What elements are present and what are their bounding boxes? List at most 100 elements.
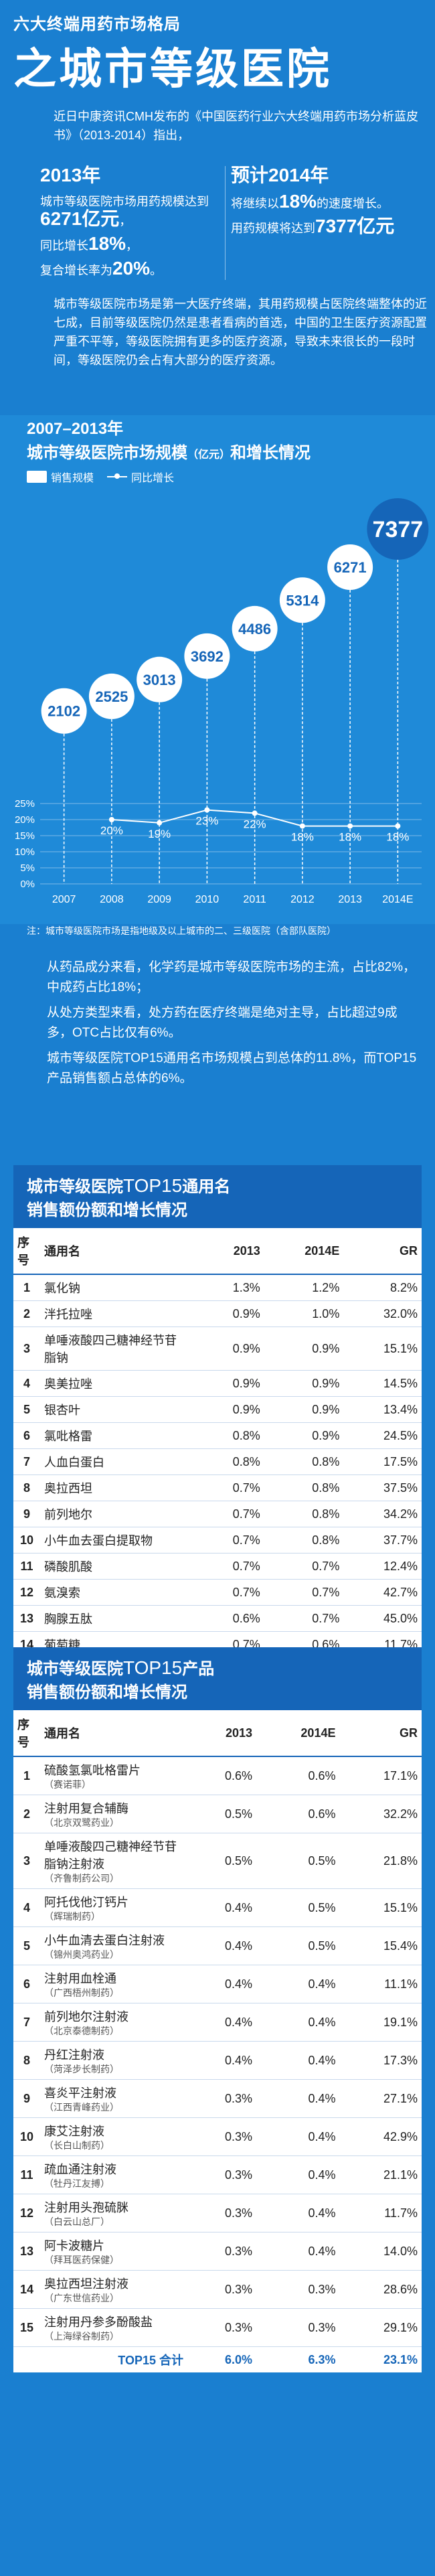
row-2014: 0.4% xyxy=(256,2232,340,2271)
total-gr: 23.1% xyxy=(383,2352,418,2366)
kp-2013-growth-value: 18% xyxy=(88,233,126,254)
table1-header-row: 序号 通用名 2013 2014E GR xyxy=(13,1228,422,1275)
row-gr: 21.1% xyxy=(339,2155,422,2194)
row-name-text: 胸腺五肽 xyxy=(44,1612,92,1626)
growth-point xyxy=(108,817,114,822)
row-manufacturer: （拜耳医药保健） xyxy=(44,2255,119,2265)
market-chart-section: 2007–2013年 城市等级医院市场规模（亿元）和增长情况 销售规模 同比增长… xyxy=(0,415,435,924)
row-rank: 2 xyxy=(13,1795,40,1833)
market-chart: 0% 5% 10% 15% 20% 25% 2102 2525 3013 3692 4486 5314… xyxy=(15,498,429,905)
row-rank: 13 xyxy=(13,1605,40,1632)
table-row: 11 疏血通注射液 （牡丹江友搏） 0.3% 0.4% 21.1% xyxy=(13,2155,422,2194)
table-row: 1 氯化钠 1.3% 1.2% 8.2% xyxy=(13,1274,422,1301)
table1-col-name: 通用名 xyxy=(40,1228,187,1275)
row-gr: 11.1% xyxy=(339,1965,422,2003)
row-name: 泮托拉唑 xyxy=(40,1300,187,1327)
row-manufacturer: （辉瑞制药） xyxy=(44,1911,100,1922)
row-name: 注射用头孢硫脒 （白云山总厂） xyxy=(40,2194,187,2232)
table-row: 3 单唾液酸四己糖神经节苷脂钠注射液 （齐鲁制药公司） 0.5% 0.5% 21.8% xyxy=(13,1833,422,1889)
row-name: 氨溴索 xyxy=(40,1579,187,1606)
row-gr: 42.7% xyxy=(343,1579,422,1606)
row-2013: 0.6% xyxy=(187,1756,257,1795)
table-row: 4 奥美拉唑 0.9% 0.9% 14.5% xyxy=(13,1370,422,1397)
row-2014: 1.0% xyxy=(264,1300,344,1327)
chart-period: 2007–2013年 xyxy=(27,420,124,438)
table1-col-gr: GR xyxy=(343,1228,422,1275)
row-rank: 1 xyxy=(13,1274,40,1301)
row-name-text: 泮托拉唑 xyxy=(44,1308,92,1321)
kp-2014-growth-value: 18% xyxy=(279,191,317,212)
table1-grid: 序号 通用名 2013 2014E GR 1 氯化钠 1.3% 1.2% 8.2% 2 泮托… xyxy=(13,1228,422,1710)
row-name: 奥拉西坦 xyxy=(40,1474,187,1501)
row-2013: 0.3% xyxy=(187,2270,257,2309)
row-name-text: 人血白蛋白 xyxy=(44,1456,104,1469)
kp-2014-growth-suffix: 的速度增长。 xyxy=(317,197,389,210)
bar-value-label: 3013 xyxy=(143,672,176,688)
chart-note: 注：城市等级医院市场是指地级及以上城市的二、三级医院（含部队医院） xyxy=(27,925,336,936)
kp-2013-cagr: 复合增长率为20%。 xyxy=(40,259,221,279)
bar-bubble xyxy=(88,673,135,719)
row-name: 奥美拉唑 xyxy=(40,1370,187,1397)
row-name-text: 氯化钠 xyxy=(44,1282,80,1295)
row-name: 注射用血栓通 （广西梧州制药） xyxy=(40,1965,187,2003)
table2-header-suffix: 产品 xyxy=(182,1660,215,1678)
row-gr: 21.8% xyxy=(339,1833,422,1889)
row-name: 小牛血去蛋白提取物 xyxy=(40,1527,187,1554)
y-tick-label: 25% xyxy=(15,798,35,810)
table1-header-suffix: 通用名 xyxy=(182,1178,231,1196)
row-2013: 0.9% xyxy=(187,1370,264,1397)
table-row: 9 喜炎平注射液 （江西青峰药业） 0.3% 0.4% 27.1% xyxy=(13,2079,422,2118)
kp-2014-growth: 将继续以18%的速度增长。 xyxy=(231,191,425,212)
row-2013: 0.8% xyxy=(187,1422,264,1449)
table1-col-2014: 2014E xyxy=(264,1228,344,1275)
row-2013: 0.3% xyxy=(187,2308,257,2347)
row-name-text: 前列地尔注射液 xyxy=(44,2010,128,2024)
table1-col-rank: 序号 xyxy=(13,1228,40,1275)
row-2013: 0.7% xyxy=(187,1579,264,1606)
row-gr: 14.0% xyxy=(339,2232,422,2271)
table-row: 8 丹红注射液 （菏泽步长制药） 0.4% 0.4% 17.3% xyxy=(13,2041,422,2080)
row-name-text: 小牛血清去蛋白注射液 xyxy=(44,1934,165,1947)
kp-2014-scale-prefix: 用药规模将达到 xyxy=(231,222,315,235)
row-2013: 0.9% xyxy=(187,1300,264,1327)
growth-value-label: 18% xyxy=(339,831,361,844)
row-gr: 28.6% xyxy=(339,2270,422,2309)
table2-body: 1 硫酸氢氯吡格雷片 （赛诺菲） 0.6% 0.6% 17.1% 2 注射用复合辅酶 （北京双鹭… xyxy=(13,1756,422,2372)
kp-2013-scale-value: 6271亿元 xyxy=(40,208,120,229)
growth-point xyxy=(157,820,163,826)
row-name: 喜炎平注射液 （江西青峰药业） xyxy=(40,2079,187,2118)
kp-2013-cagr-suffix: 。 xyxy=(150,264,163,277)
legend-line-label: 同比增长 xyxy=(131,473,175,484)
row-rank: 8 xyxy=(13,1474,40,1501)
bar-bubble xyxy=(279,577,325,623)
row-name: 氯吡格雷 xyxy=(40,1422,187,1449)
row-name-text: 阿托伐他汀钙片 xyxy=(44,1896,128,1909)
row-name: 奥拉西坦注射液 （广东世信药业） xyxy=(40,2270,187,2309)
table-row: 11 磷酸肌酸 0.7% 0.7% 12.4% xyxy=(13,1553,422,1580)
top15-generic-table: 城市等级医院TOP15通用名 销售额份额和增长情况 序号 通用名 2013 20… xyxy=(13,1165,422,1710)
row-name-text: 注射用复合辅酶 xyxy=(44,1802,128,1815)
row-manufacturer: （白云山总厂） xyxy=(44,2216,110,2227)
bar-value-label: 7377 xyxy=(373,517,424,542)
row-rank: 9 xyxy=(13,1501,40,1527)
row-2014: 0.8% xyxy=(264,1501,344,1527)
kp-2013-year: 2013年 xyxy=(40,165,101,185)
row-rank: 15 xyxy=(13,2308,40,2347)
chart-title-main: 城市等级医院市场规模 xyxy=(27,444,187,462)
chart-title: 城市等级医院市场规模（亿元）和增长情况 xyxy=(27,439,311,463)
row-2014: 0.4% xyxy=(256,2041,340,2080)
row-2014: 1.2% xyxy=(264,1274,344,1301)
table2-col-name: 通用名 xyxy=(40,1710,187,1757)
growth-point xyxy=(347,823,353,829)
row-2014: 0.7% xyxy=(264,1553,344,1580)
x-tick-label: 2008 xyxy=(100,894,124,905)
row-2013: 0.3% xyxy=(187,2117,257,2156)
legend-bar-swatch xyxy=(27,471,47,483)
row-rank: 3 xyxy=(13,1833,40,1889)
row-2013: 0.3% xyxy=(187,2079,257,2118)
table-row: 14 奥拉西坦注射液 （广东世信药业） 0.3% 0.3% 28.6% xyxy=(13,2270,422,2309)
y-tick-label: 20% xyxy=(15,814,35,826)
market-description: 城市等级医院市场是第一大医疗终端，其用药规模占医院终端整体的近七成，目前等级医院… xyxy=(54,297,427,367)
row-2013: 0.7% xyxy=(187,1527,264,1554)
